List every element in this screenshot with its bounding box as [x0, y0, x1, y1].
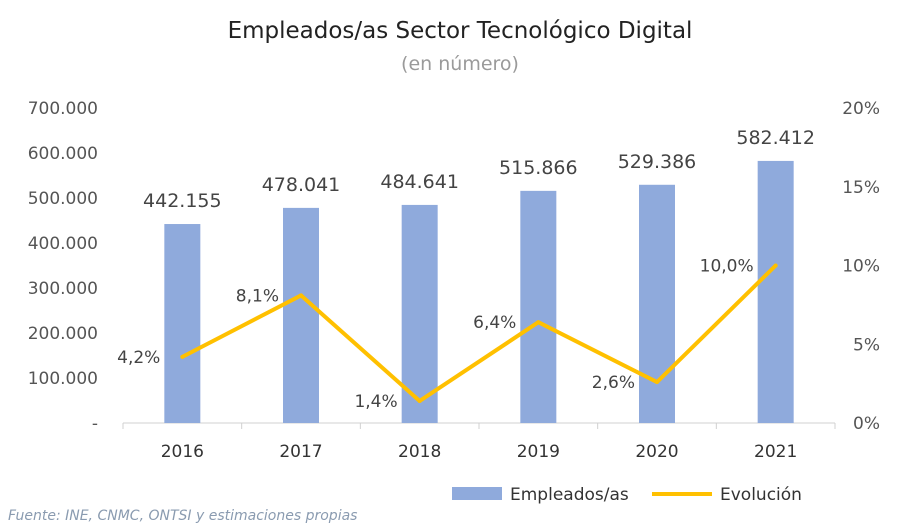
bar-2020: [639, 184, 675, 423]
left-tick-label: 300.000: [28, 279, 98, 299]
left-tick-label: 500.000: [28, 189, 98, 209]
line-point-2016: [180, 354, 185, 359]
line-point-2017: [299, 293, 303, 298]
left-tick-label: 700.000: [28, 99, 98, 119]
right-tick-label: 5%: [853, 335, 880, 355]
data-labels: 442.155 478.041 484.641 515.866 529.386 582.4…: [117, 127, 815, 412]
bar-2019: [520, 190, 557, 423]
x-tick-label: 2017: [279, 442, 322, 462]
bar-2018: [401, 204, 438, 423]
right-tick-label: 15%: [842, 178, 880, 198]
line-value-label: 2,6%: [592, 373, 635, 393]
bar-value-label: 478.041: [262, 174, 341, 196]
line-point-2020: [655, 380, 659, 385]
left-tick-label: 200.000: [28, 324, 98, 344]
line-value-label: 4,2%: [117, 348, 160, 368]
bar-value-label: 529.386: [618, 151, 697, 173]
legend-bar-swatch: [452, 487, 502, 500]
legend: Empleados/as Evolución: [452, 485, 802, 505]
x-tick-label: 2021: [754, 442, 797, 462]
x-tick-label: 2020: [635, 442, 678, 462]
legend-label-empleados: Empleados/as: [510, 485, 629, 505]
legend-label-evolucion: Evolución: [720, 485, 802, 505]
right-tick-label: 0%: [853, 414, 880, 434]
line-value-label: 1,4%: [354, 392, 397, 412]
right-tick-label: 10%: [842, 257, 880, 277]
left-tick-label: 100.000: [28, 369, 98, 389]
x-tick-label: 2019: [517, 442, 560, 462]
right-tick-label: 20%: [842, 99, 880, 119]
line-point-2021: [773, 263, 778, 268]
chart-subtitle: (en número): [401, 53, 519, 75]
line-value-label: 8,1%: [236, 286, 279, 306]
line-value-label: 10,0%: [700, 257, 754, 277]
bar-2017: [283, 207, 319, 423]
axes: 2016 2017 2018 2019 2020 2021 - 100.000 200.000 3…: [28, 99, 880, 462]
bar-value-label: 442.155: [143, 190, 222, 212]
left-tick-label: 400.000: [28, 234, 98, 254]
bar-value-label: 484.641: [380, 171, 459, 193]
bar-value-label: 515.866: [499, 157, 578, 179]
bar-2021: [757, 160, 794, 423]
line-point-2018: [417, 398, 422, 403]
line-point-2019: [536, 320, 541, 325]
left-tick-label: 600.000: [28, 144, 98, 164]
x-tick-label: 2016: [161, 442, 204, 462]
x-tick-label: 2018: [398, 442, 441, 462]
line-value-label: 6,4%: [473, 313, 516, 333]
left-tick-label: -: [92, 414, 98, 434]
bar-value-label: 582.412: [736, 127, 815, 149]
chart-title: Empleados/as Sector Tecnológico Digital: [228, 18, 693, 44]
source-note: Fuente: INE, CNMC, ONTSI y estimaciones …: [8, 508, 357, 524]
evolucion-line: [181, 264, 778, 403]
line-series: [180, 263, 778, 403]
bar-2016: [164, 224, 201, 423]
